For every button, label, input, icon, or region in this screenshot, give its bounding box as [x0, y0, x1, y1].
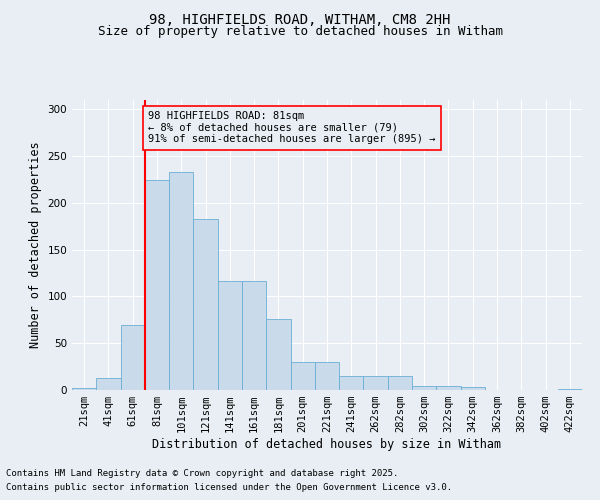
Bar [145, 180, 169, 390]
Text: Contains HM Land Registry data © Crown copyright and database right 2025.: Contains HM Land Registry data © Crown c… [6, 468, 398, 477]
Bar [72, 388, 96, 390]
Bar [339, 376, 364, 390]
Bar [364, 376, 388, 390]
Bar [218, 280, 242, 390]
X-axis label: Distribution of detached houses by size in Witham: Distribution of detached houses by size … [152, 438, 502, 451]
Bar [461, 387, 485, 390]
Bar [558, 389, 582, 390]
Bar [290, 362, 315, 390]
Bar [121, 324, 145, 390]
Bar [266, 319, 290, 390]
Bar [193, 219, 218, 390]
Text: Contains public sector information licensed under the Open Government Licence v3: Contains public sector information licen… [6, 484, 452, 492]
Bar [436, 386, 461, 390]
Text: 98 HIGHFIELDS ROAD: 81sqm
← 8% of detached houses are smaller (79)
91% of semi-d: 98 HIGHFIELDS ROAD: 81sqm ← 8% of detach… [149, 111, 436, 144]
Text: Size of property relative to detached houses in Witham: Size of property relative to detached ho… [97, 25, 503, 38]
Bar [96, 378, 121, 390]
Bar [412, 386, 436, 390]
Bar [242, 280, 266, 390]
Bar [169, 172, 193, 390]
Bar [315, 362, 339, 390]
Y-axis label: Number of detached properties: Number of detached properties [29, 142, 42, 348]
Bar [388, 376, 412, 390]
Text: 98, HIGHFIELDS ROAD, WITHAM, CM8 2HH: 98, HIGHFIELDS ROAD, WITHAM, CM8 2HH [149, 12, 451, 26]
